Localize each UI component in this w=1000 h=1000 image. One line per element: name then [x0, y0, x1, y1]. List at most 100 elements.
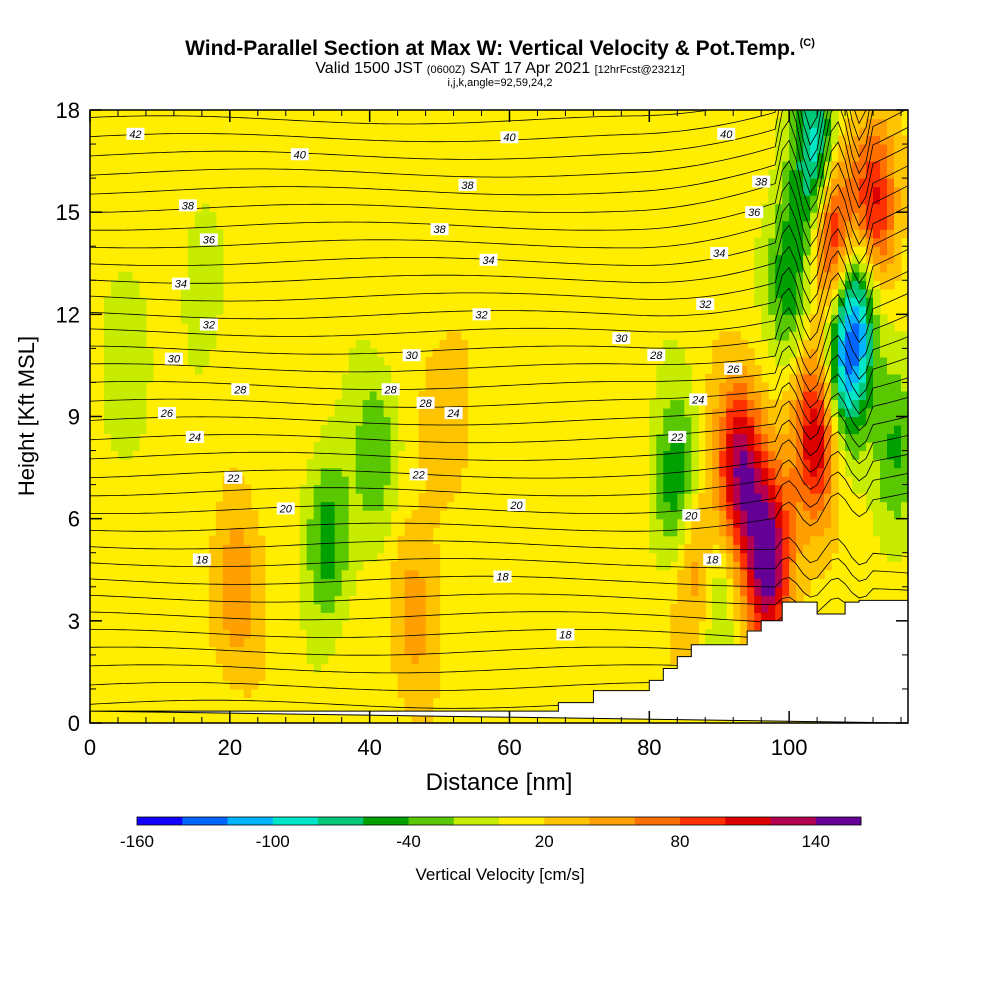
colorbar-tick-label: 20: [535, 832, 554, 851]
field-cell: [845, 186, 853, 196]
field-cell: [425, 459, 434, 469]
field-cell: [663, 391, 671, 401]
field-cell: [859, 373, 867, 383]
field-cell: [852, 229, 860, 239]
field-cell: [880, 280, 888, 290]
field-cell: [768, 186, 776, 196]
field-cell: [348, 569, 357, 579]
field-cell: [789, 178, 797, 188]
field-cell: [887, 186, 895, 196]
colorbar-segment: [725, 817, 771, 825]
contour-label: 18: [556, 628, 575, 641]
field-cell: [852, 339, 860, 349]
field-cell: [677, 535, 685, 545]
field-cell: [208, 620, 217, 630]
field-cell: [404, 663, 413, 673]
field-cell: [761, 271, 769, 281]
field-cell: [411, 527, 420, 537]
field-cell: [446, 416, 455, 426]
field-cell: [320, 476, 329, 486]
field-cell: [201, 280, 210, 290]
field-cell: [250, 544, 259, 554]
field-cell: [880, 169, 888, 179]
field-cell: [138, 399, 147, 409]
field-cell: [348, 399, 357, 409]
field-cell: [831, 510, 839, 520]
field-cell: [859, 271, 867, 281]
theta-contour-line: [90, 183, 908, 266]
x-axis-label: Distance [nm]: [426, 769, 573, 796]
field-cell: [824, 195, 832, 205]
field-cell: [866, 271, 874, 281]
field-cell: [782, 459, 790, 469]
field-cell: [215, 654, 224, 664]
field-cell: [719, 365, 727, 375]
field-cell: [789, 535, 797, 545]
field-cell: [761, 535, 769, 545]
field-cell: [250, 578, 259, 588]
field-cell: [740, 586, 748, 596]
field-cell: [768, 459, 776, 469]
field-cell: [782, 493, 790, 503]
field-cell: [418, 654, 427, 664]
field-cell: [845, 237, 853, 247]
field-cell: [873, 229, 881, 239]
field-cell: [761, 595, 769, 605]
field-cell: [838, 169, 846, 179]
field-cell: [754, 391, 762, 401]
field-cell: [838, 237, 846, 247]
field-cell: [446, 467, 455, 477]
field-cell: [789, 118, 797, 128]
field-cell: [313, 442, 322, 452]
field-cell: [411, 680, 420, 690]
field-cell: [138, 297, 147, 307]
field-cell: [838, 442, 846, 452]
field-cell: [208, 254, 217, 264]
field-cell: [684, 544, 692, 554]
field-cell: [425, 493, 434, 503]
field-cell: [880, 391, 888, 401]
field-cell: [138, 416, 147, 426]
field-cell: [747, 569, 755, 579]
field-cell: [194, 271, 203, 281]
field-cell: [810, 373, 818, 383]
field-cell: [754, 544, 762, 554]
field-cell: [894, 110, 902, 120]
contour-label-box: [696, 298, 715, 311]
field-cell: [901, 467, 908, 477]
contour-label-text: 38: [755, 177, 768, 189]
field-cell: [131, 356, 140, 366]
field-cell: [320, 646, 329, 656]
field-cell: [670, 518, 678, 528]
field-cell: [194, 229, 203, 239]
field-cell: [887, 544, 895, 554]
colorbar-segment: [182, 817, 228, 825]
field-cell: [838, 305, 846, 315]
field-cell: [845, 203, 853, 213]
field-cell: [775, 433, 783, 443]
field-cell: [880, 459, 888, 469]
field-cell: [803, 408, 811, 418]
field-cell: [887, 408, 895, 418]
field-cell: [880, 365, 888, 375]
field-cell: [803, 195, 811, 205]
field-cell: [817, 391, 825, 401]
field-cell: [698, 518, 706, 528]
field-cell: [894, 535, 902, 545]
field-cell: [299, 603, 308, 613]
field-cell: [306, 586, 315, 596]
field-cell: [425, 595, 434, 605]
field-cell: [740, 612, 748, 622]
field-cell: [299, 544, 308, 554]
field-cell: [432, 654, 441, 664]
field-cell: [831, 220, 839, 230]
field-cell: [425, 373, 434, 383]
field-cell: [866, 203, 874, 213]
field-cell: [838, 263, 846, 273]
field-cell: [789, 484, 797, 494]
field-cell: [880, 535, 888, 545]
field-cell: [894, 195, 902, 205]
field-cell: [236, 612, 245, 622]
field-cell: [208, 595, 217, 605]
field-cell: [782, 186, 790, 196]
